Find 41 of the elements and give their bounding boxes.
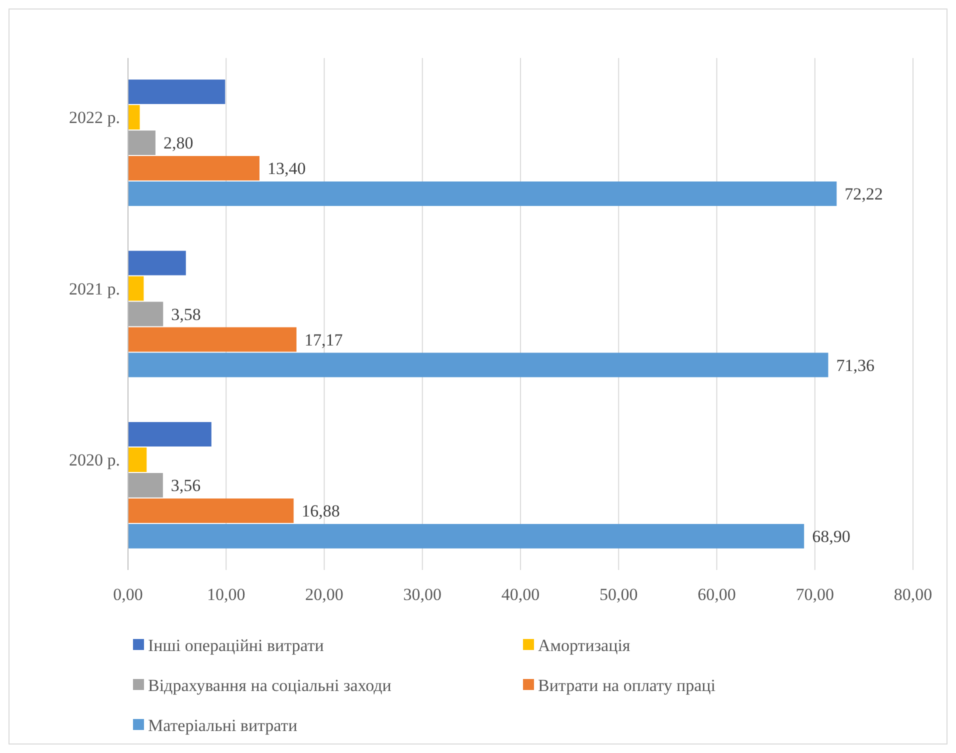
y-tick-label: 2020 р. xyxy=(69,450,120,470)
y-tick-label: 2022 р. xyxy=(69,108,120,128)
y-tick-label: 2021 р. xyxy=(69,279,120,298)
bar xyxy=(128,250,186,276)
data-label: 71,36 xyxy=(836,356,874,375)
data-label: 3,56 xyxy=(170,476,201,496)
legend-label: Витрати на оплату праці xyxy=(538,676,716,695)
x-tick-label: 10,00 xyxy=(207,585,246,604)
legend-label: Амортизація xyxy=(538,636,630,655)
bar xyxy=(128,473,163,498)
x-tick-label: 80,00 xyxy=(894,585,932,604)
bar xyxy=(128,105,140,130)
legend-label: Матеріальні витрати xyxy=(148,716,298,735)
bar xyxy=(128,422,212,447)
x-tick-label: 0,00 xyxy=(113,585,143,604)
data-label: 13,40 xyxy=(267,159,306,178)
bar xyxy=(128,352,828,378)
data-label: 2,80 xyxy=(163,134,194,153)
x-tick-label: 70,00 xyxy=(796,585,834,604)
bar xyxy=(128,80,226,104)
bar xyxy=(128,181,837,206)
x-tick-label: 50,00 xyxy=(600,585,638,604)
bar xyxy=(128,327,296,352)
data-label: 16,88 xyxy=(302,502,340,521)
bar xyxy=(128,276,144,301)
x-tick-label: 60,00 xyxy=(698,585,736,604)
legend-label: Інші операційні витрати xyxy=(148,636,324,655)
x-tick-label: 40,00 xyxy=(501,585,540,604)
bar xyxy=(128,302,164,326)
bar xyxy=(128,130,156,155)
legend-label: Відрахування на соціальні заходи xyxy=(148,676,392,695)
data-label: 72,22 xyxy=(844,184,883,204)
x-tick-label: 20,00 xyxy=(305,585,344,604)
x-tick-label: 30,00 xyxy=(403,585,442,604)
bar xyxy=(128,524,804,548)
data-label: 17,17 xyxy=(304,330,344,350)
data-label: 3,58 xyxy=(171,304,201,324)
bar xyxy=(128,448,147,472)
bar xyxy=(128,498,294,523)
data-label: 68,90 xyxy=(812,527,850,546)
bar xyxy=(128,156,260,180)
